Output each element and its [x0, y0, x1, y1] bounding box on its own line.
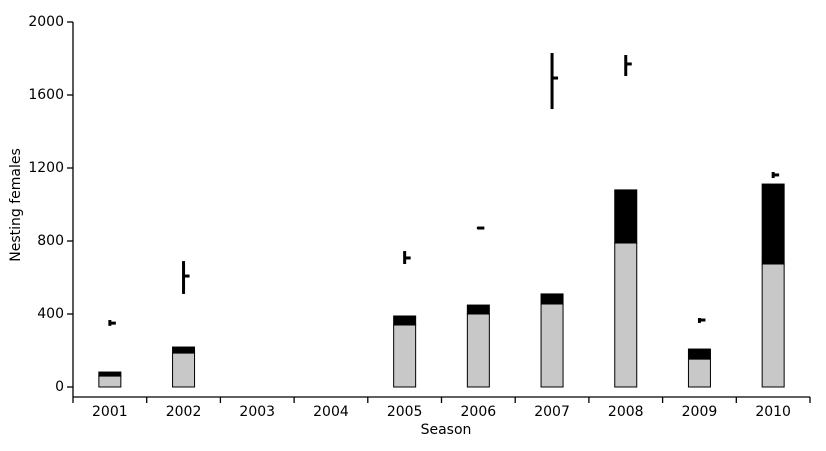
x-tick-label: 2002: [166, 404, 202, 420]
bar-segment: [98, 371, 122, 377]
x-tick-label: 2007: [534, 404, 570, 420]
bar-segment: [761, 183, 785, 265]
y-tick-label: 400: [37, 306, 64, 322]
bar-segment: [614, 189, 638, 244]
y-tick-label: 1200: [28, 160, 64, 176]
x-tick-label: 2006: [461, 404, 497, 420]
y-tick-label: 800: [37, 233, 64, 249]
bar-segment: [466, 313, 490, 388]
x-tick-label: 2001: [92, 404, 128, 420]
y-tick-label: 1600: [28, 87, 64, 103]
bar-segment: [393, 324, 417, 388]
bar-segment: [172, 346, 196, 354]
x-axis-label: Season: [421, 422, 472, 438]
x-tick-label: 2009: [682, 404, 718, 420]
x-tick-label: 2004: [313, 404, 349, 420]
bar-segment: [98, 375, 122, 388]
x-tick-label: 2003: [239, 404, 275, 420]
bar-segment: [540, 303, 564, 388]
y-axis-label: Nesting females: [8, 148, 24, 262]
y-tick-label: 0: [55, 379, 64, 395]
x-tick-label: 2005: [387, 404, 423, 420]
bar-segment: [687, 348, 711, 360]
bar-segment: [466, 304, 490, 315]
bar-segment: [393, 315, 417, 326]
bar-segment: [761, 263, 785, 388]
bar-segment: [172, 352, 196, 388]
x-tick-label: 2008: [608, 404, 644, 420]
bar-segment: [540, 293, 564, 305]
bar-segment: [614, 242, 638, 388]
y-tick-label: 2000: [28, 14, 64, 30]
bar-segment: [687, 358, 711, 388]
x-tick-label: 2010: [755, 404, 791, 420]
